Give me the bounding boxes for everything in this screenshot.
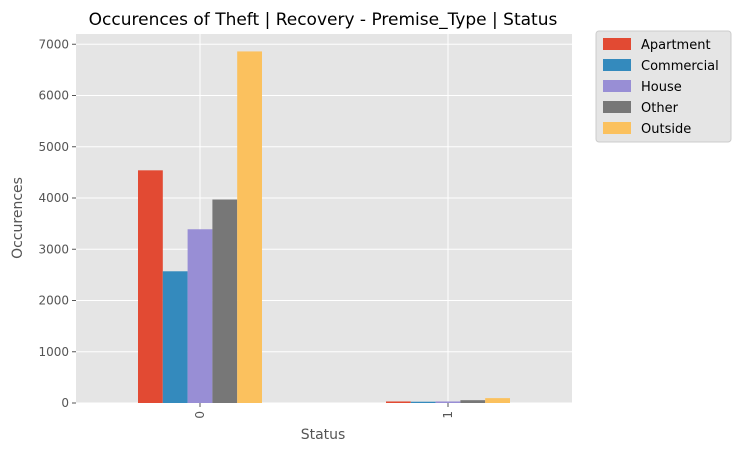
bar-apartment-1 xyxy=(386,401,411,403)
y-tick-label: 7000 xyxy=(38,37,69,51)
y-tick-label: 0 xyxy=(61,396,69,410)
bar-commercial-1 xyxy=(410,401,436,403)
legend-swatch-other xyxy=(603,101,631,113)
legend-label-commercial: Commercial xyxy=(641,59,719,74)
bar-house-0 xyxy=(187,229,213,403)
legend-label-apartment: Apartment xyxy=(641,38,711,53)
bar-outside-1 xyxy=(485,398,510,403)
legend-swatch-outside xyxy=(603,122,631,134)
legend-swatch-house xyxy=(603,80,631,92)
legend-swatch-commercial xyxy=(603,59,631,71)
chart-title: Occurences of Theft | Recovery - Premise… xyxy=(89,10,558,30)
y-tick-label: 4000 xyxy=(38,191,69,205)
x-tick-label: 1 xyxy=(441,411,455,419)
bar-apartment-0 xyxy=(138,170,163,403)
legend-label-house: House xyxy=(641,80,682,95)
legend-label-other: Other xyxy=(641,101,679,116)
y-axis-ticks: 0 1000 2000 3000 4000 5000 6000 7000 xyxy=(38,37,76,410)
y-tick-label: 2000 xyxy=(38,294,69,308)
y-tick-label: 5000 xyxy=(38,140,69,154)
y-tick-label: 3000 xyxy=(38,242,69,256)
x-axis-label: Status xyxy=(301,427,346,443)
bar-commercial-0 xyxy=(162,271,188,403)
legend-box xyxy=(595,30,732,143)
x-tick-label: 0 xyxy=(193,411,207,419)
legend-label-outside: Outside xyxy=(641,122,691,137)
legend-swatch-apartment xyxy=(603,38,631,50)
bar-other-0 xyxy=(212,199,238,403)
y-tick-label: 6000 xyxy=(38,89,69,103)
bar-other-1 xyxy=(460,400,486,403)
bars xyxy=(138,51,510,404)
bar-house-1 xyxy=(435,401,461,403)
y-tick-label: 1000 xyxy=(38,345,69,359)
legend: Apartment Commercial House Other Outside xyxy=(595,30,732,143)
bar-outside-0 xyxy=(237,51,262,404)
y-axis-label: Occurences xyxy=(10,177,26,259)
